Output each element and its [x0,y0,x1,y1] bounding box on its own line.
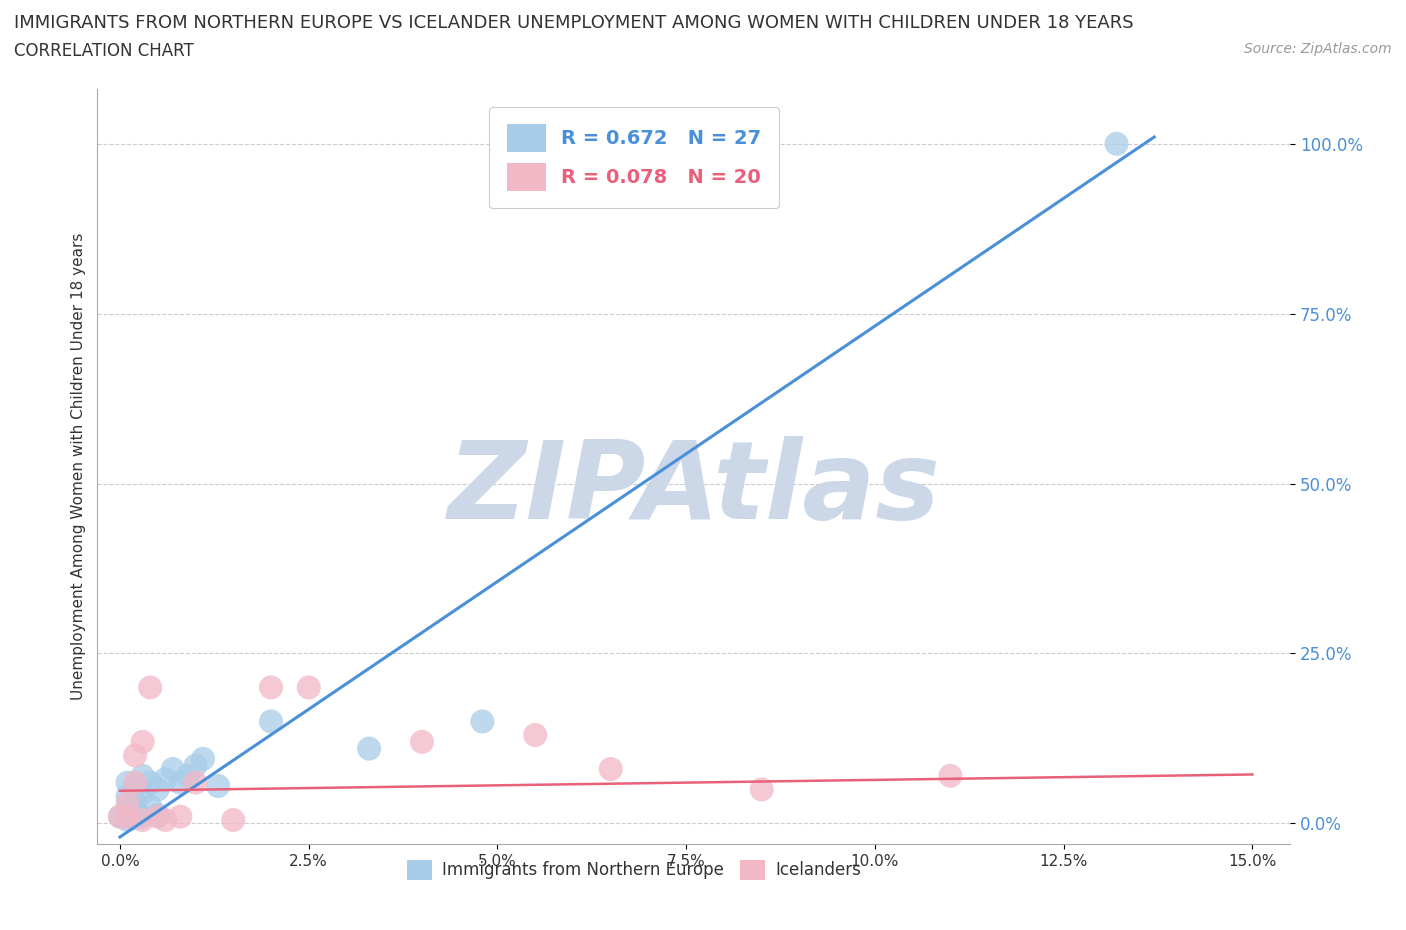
Point [155,772,177,787]
Point [169,776,191,790]
Point [260,714,283,729]
Point [222,813,245,828]
Point [298,680,321,695]
Point [751,782,773,797]
Point [117,813,139,828]
Point [108,809,131,824]
Point [162,762,184,777]
Point [524,727,547,742]
Point [108,809,131,824]
Point [359,741,381,756]
Point [191,751,214,766]
Point [124,778,146,793]
Point [139,776,162,790]
Point [260,680,283,695]
Legend: R = 0.672   N = 27, R = 0.078   N = 20: R = 0.672 N = 27, R = 0.078 N = 20 [489,107,779,208]
Point [155,813,177,828]
Point [124,776,146,790]
Point [124,805,146,820]
Point [599,762,621,777]
Point [131,809,153,824]
Point [131,785,153,800]
Point [139,680,162,695]
Point [939,768,962,783]
Text: IMMIGRANTS FROM NORTHERN EUROPE VS ICELANDER UNEMPLOYMENT AMONG WOMEN WITH CHILD: IMMIGRANTS FROM NORTHERN EUROPE VS ICELA… [14,14,1133,32]
Point [117,789,139,804]
Point [117,803,139,817]
Point [117,809,139,824]
Point [131,735,153,750]
Y-axis label: Unemployment Among Women with Children Under 18 years: Unemployment Among Women with Children U… [72,232,86,700]
Point [117,795,139,810]
Text: Source: ZipAtlas.com: Source: ZipAtlas.com [1244,42,1392,56]
Point [139,799,162,814]
Point [177,768,200,783]
Point [169,809,191,824]
Point [471,714,494,729]
Point [124,795,146,810]
Point [207,778,229,793]
Point [146,782,169,797]
Point [146,809,169,824]
Point [117,776,139,790]
Point [411,735,433,750]
Point [184,776,207,790]
Point [146,808,169,823]
Point [131,768,153,783]
Point [131,813,153,828]
Point [124,748,146,763]
Point [1105,137,1128,152]
Text: CORRELATION CHART: CORRELATION CHART [14,42,194,60]
Point [184,758,207,773]
Text: ZIPAtlas: ZIPAtlas [447,436,941,542]
Point [124,811,146,826]
